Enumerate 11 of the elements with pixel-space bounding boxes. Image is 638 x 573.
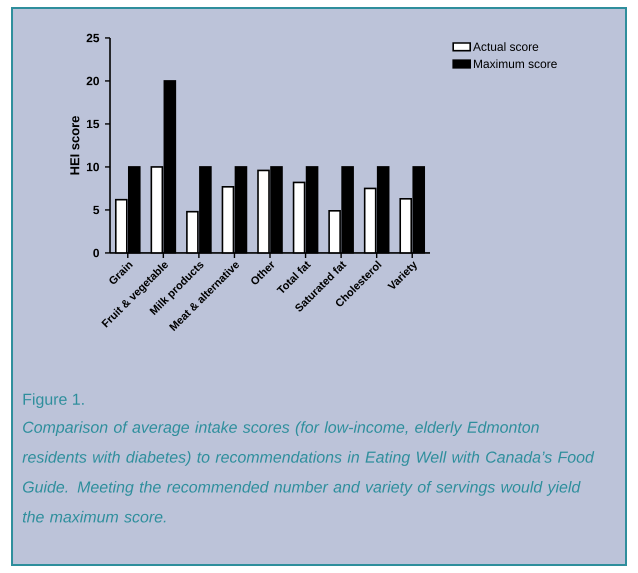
y-tick-label: 15 <box>86 120 100 128</box>
y-tick-label: 5 <box>93 206 100 214</box>
y-tick-label: 0 <box>93 248 99 258</box>
y-tick-label: 25 <box>86 34 100 42</box>
legend-label: Actual score <box>473 42 538 51</box>
caption: Figure 1. <box>24 393 84 408</box>
y-tick-label: 10 <box>86 162 99 172</box>
text: Comparison of average intake scores (for low-income, elderly Edmonton residents with diabetes) to recommendations in Eating Well with Canada’s Food Guide. Meeting the recommended number and variety of servings would yield the maximum score. <box>22 421 594 523</box>
legend-label: Maximum score <box>474 59 557 68</box>
y-tick-label: 20 <box>86 76 99 86</box>
y-axis-title: HEI score <box>70 116 80 174</box>
